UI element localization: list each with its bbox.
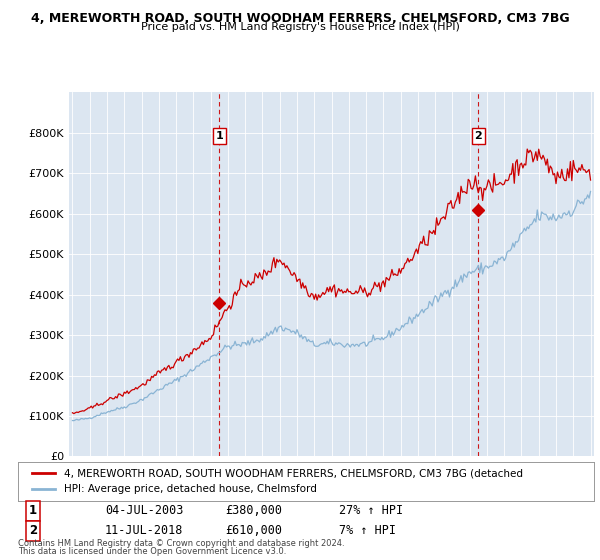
Text: This data is licensed under the Open Government Licence v3.0.: This data is licensed under the Open Gov… [18, 547, 286, 556]
Text: 04-JUL-2003: 04-JUL-2003 [105, 504, 184, 517]
Text: 7% ↑ HPI: 7% ↑ HPI [339, 524, 396, 538]
Text: 4, MEREWORTH ROAD, SOUTH WOODHAM FERRERS, CHELMSFORD, CM3 7BG: 4, MEREWORTH ROAD, SOUTH WOODHAM FERRERS… [31, 12, 569, 25]
Text: £610,000: £610,000 [225, 524, 282, 538]
Text: Contains HM Land Registry data © Crown copyright and database right 2024.: Contains HM Land Registry data © Crown c… [18, 539, 344, 548]
Text: 2: 2 [475, 131, 482, 141]
Text: 11-JUL-2018: 11-JUL-2018 [105, 524, 184, 538]
Text: 2: 2 [29, 524, 37, 538]
Text: 1: 1 [215, 131, 223, 141]
Text: 27% ↑ HPI: 27% ↑ HPI [339, 504, 403, 517]
Legend: 4, MEREWORTH ROAD, SOUTH WOODHAM FERRERS, CHELMSFORD, CM3 7BG (detached, HPI: Av: 4, MEREWORTH ROAD, SOUTH WOODHAM FERRERS… [26, 463, 529, 501]
Text: 1: 1 [29, 504, 37, 517]
Text: £380,000: £380,000 [225, 504, 282, 517]
Text: Price paid vs. HM Land Registry's House Price Index (HPI): Price paid vs. HM Land Registry's House … [140, 22, 460, 32]
